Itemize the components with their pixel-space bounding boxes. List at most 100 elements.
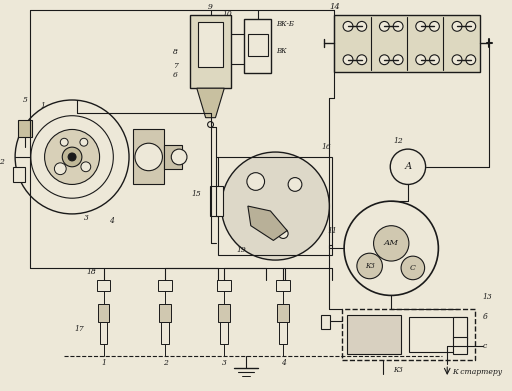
Circle shape (401, 256, 424, 280)
Text: 15: 15 (192, 190, 202, 198)
Text: С: С (410, 264, 416, 272)
Bar (159, 304, 171, 322)
Bar (209, 187, 223, 216)
Text: б: б (483, 313, 487, 321)
Bar (198, 22, 223, 66)
Bar (219, 157, 332, 255)
Text: 2: 2 (163, 359, 168, 367)
Text: АМ: АМ (383, 239, 399, 248)
Bar (13, 167, 25, 183)
Circle shape (288, 178, 302, 191)
Text: 9: 9 (208, 3, 213, 11)
Circle shape (80, 138, 88, 146)
Circle shape (45, 129, 99, 185)
Bar (276, 280, 290, 292)
Text: 1: 1 (40, 102, 45, 110)
Text: А: А (404, 162, 412, 171)
Bar (220, 322, 228, 344)
Circle shape (60, 138, 68, 146)
Text: 14: 14 (329, 3, 340, 11)
Circle shape (343, 22, 353, 31)
Circle shape (135, 143, 162, 171)
Bar (321, 315, 330, 329)
Circle shape (452, 55, 462, 65)
Circle shape (221, 152, 329, 260)
Text: 10: 10 (222, 9, 232, 18)
Circle shape (466, 22, 476, 31)
Text: 16: 16 (322, 143, 331, 151)
Circle shape (357, 253, 382, 279)
Text: КЗ: КЗ (365, 262, 374, 270)
Text: ВК: ВК (276, 47, 287, 55)
Polygon shape (197, 88, 224, 118)
Circle shape (68, 153, 76, 161)
Bar (279, 322, 287, 344)
Bar (190, 14, 231, 88)
Text: 6: 6 (173, 72, 178, 79)
Circle shape (416, 55, 425, 65)
Bar (97, 280, 111, 292)
Circle shape (430, 22, 439, 31)
Text: 19: 19 (236, 246, 246, 254)
Circle shape (171, 149, 187, 165)
Circle shape (379, 22, 389, 31)
Text: 3: 3 (84, 214, 89, 222)
Bar (334, 14, 480, 72)
Bar (161, 322, 169, 344)
Circle shape (81, 162, 91, 172)
Text: 4: 4 (281, 359, 286, 367)
Text: 18: 18 (87, 268, 97, 276)
Bar (248, 34, 267, 56)
Polygon shape (248, 206, 287, 240)
Bar (164, 145, 182, 169)
Circle shape (393, 55, 403, 65)
Text: 4: 4 (109, 217, 114, 225)
Bar (453, 317, 467, 339)
Text: с: с (483, 343, 487, 350)
Text: 13: 13 (483, 293, 493, 301)
Text: 2: 2 (0, 158, 4, 166)
Circle shape (62, 147, 82, 167)
Text: ВК-Б: ВК-Б (276, 20, 294, 29)
Text: КЗ: КЗ (393, 366, 403, 374)
Bar (278, 304, 289, 322)
Bar (99, 322, 108, 344)
Circle shape (279, 229, 288, 239)
Circle shape (207, 122, 214, 127)
Text: 7: 7 (173, 62, 178, 70)
Circle shape (390, 149, 425, 185)
Text: 8: 8 (173, 48, 178, 56)
Circle shape (379, 55, 389, 65)
Text: 3: 3 (222, 359, 227, 367)
Circle shape (54, 163, 66, 175)
Text: 1: 1 (101, 359, 106, 367)
Circle shape (393, 22, 403, 31)
Circle shape (357, 22, 367, 31)
Bar (347, 315, 401, 354)
Bar (244, 20, 271, 74)
Text: 12: 12 (393, 137, 403, 145)
Circle shape (343, 55, 353, 65)
Text: 11: 11 (328, 227, 337, 235)
Bar (342, 309, 475, 360)
Circle shape (31, 116, 113, 198)
Circle shape (452, 22, 462, 31)
Bar (219, 304, 230, 322)
Bar (98, 304, 110, 322)
Circle shape (15, 100, 129, 214)
Bar (409, 317, 467, 352)
Circle shape (416, 22, 425, 31)
Circle shape (344, 201, 438, 296)
Circle shape (430, 55, 439, 65)
Bar (453, 337, 467, 354)
Text: К стартеру: К стартеру (452, 368, 502, 376)
Circle shape (374, 226, 409, 261)
Circle shape (357, 55, 367, 65)
Bar (159, 280, 172, 292)
Bar (218, 280, 231, 292)
Circle shape (466, 55, 476, 65)
Circle shape (247, 173, 265, 190)
Text: 5: 5 (23, 96, 27, 104)
Bar (133, 129, 164, 185)
Bar (18, 120, 32, 137)
